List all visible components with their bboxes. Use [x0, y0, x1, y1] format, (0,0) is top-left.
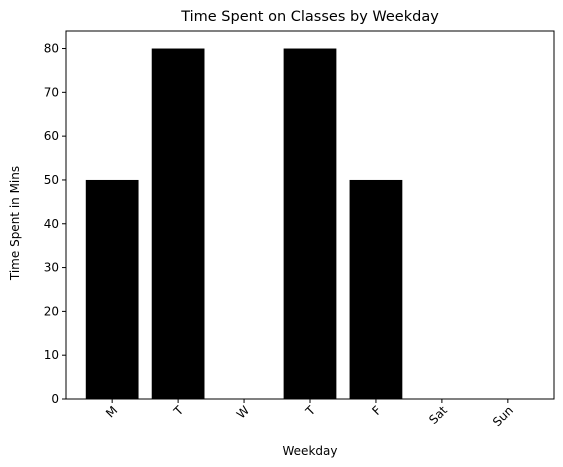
bar-t-1 — [151, 48, 205, 400]
bar-f-4 — [349, 179, 403, 399]
y-tick-label: 70 — [44, 85, 59, 99]
y-tick-label: 30 — [44, 261, 59, 275]
y-tick-label: 10 — [44, 348, 59, 362]
x-tick-label: M — [103, 403, 120, 420]
x-tick-label: T — [302, 403, 318, 419]
y-tick-label: 50 — [44, 173, 59, 187]
bar-t-3 — [283, 48, 337, 400]
x-axis: M T W T F Sat Sun — [103, 399, 516, 429]
y-tick-label: 80 — [44, 42, 59, 56]
y-axis: 0 10 20 30 40 50 60 70 80 — [44, 42, 66, 406]
x-tick-label: Sat — [426, 403, 450, 427]
y-tick-label: 0 — [51, 392, 59, 406]
x-tick-label: F — [369, 403, 384, 418]
x-tick-label: Sun — [490, 403, 516, 429]
x-tick-label: T — [170, 403, 186, 419]
y-tick-label: 20 — [44, 304, 59, 318]
y-tick-label: 60 — [44, 129, 59, 143]
y-tick-label: 40 — [44, 217, 59, 231]
bars-layer — [85, 48, 403, 400]
x-axis-label: Weekday — [283, 444, 338, 458]
chart-title: Time Spent on Classes by Weekday — [180, 9, 439, 25]
y-axis-label: Time Spent in Mins — [8, 166, 22, 281]
x-tick-label: W — [234, 403, 252, 421]
bar-m-0 — [85, 179, 139, 399]
